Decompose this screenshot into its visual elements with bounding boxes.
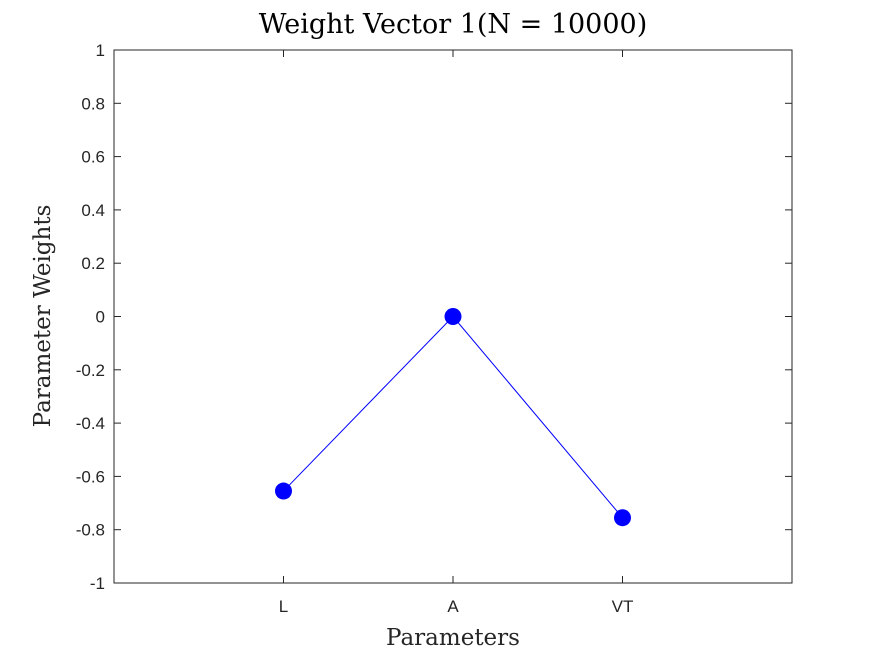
- chart-title: Weight Vector 1(N = 10000): [259, 9, 648, 40]
- y-tick-label: 0.6: [81, 148, 105, 167]
- x-tick-label: L: [279, 597, 288, 616]
- y-tick-label: 0.4: [81, 201, 105, 220]
- y-tick-label: 0.8: [81, 94, 105, 113]
- y-tick-label: -0.6: [76, 467, 105, 486]
- x-tick-label: A: [447, 597, 459, 616]
- x-tick-label: VT: [612, 597, 634, 616]
- data-point: [275, 482, 292, 500]
- data-series: [275, 308, 631, 527]
- data-point: [614, 509, 631, 527]
- y-tick-label: -1: [90, 574, 105, 593]
- y-tick-label: 0: [96, 308, 105, 327]
- x-axis-label: Parameters: [386, 625, 520, 651]
- data-point: [444, 308, 462, 325]
- y-tick-label: 1: [96, 41, 105, 60]
- axis-ticks: -1 -0.8 -0.6 -0.4 -0.2 0 0.2 0.4 0.6 0.8 1 L A VT: [76, 41, 792, 616]
- y-tick-label: -0.2: [76, 361, 105, 380]
- y-tick-label: -0.8: [76, 521, 105, 540]
- y-tick-label: 0.2: [81, 254, 105, 273]
- y-axis-label: Parameter Weights: [30, 205, 56, 428]
- y-tick-label: -0.4: [76, 414, 105, 433]
